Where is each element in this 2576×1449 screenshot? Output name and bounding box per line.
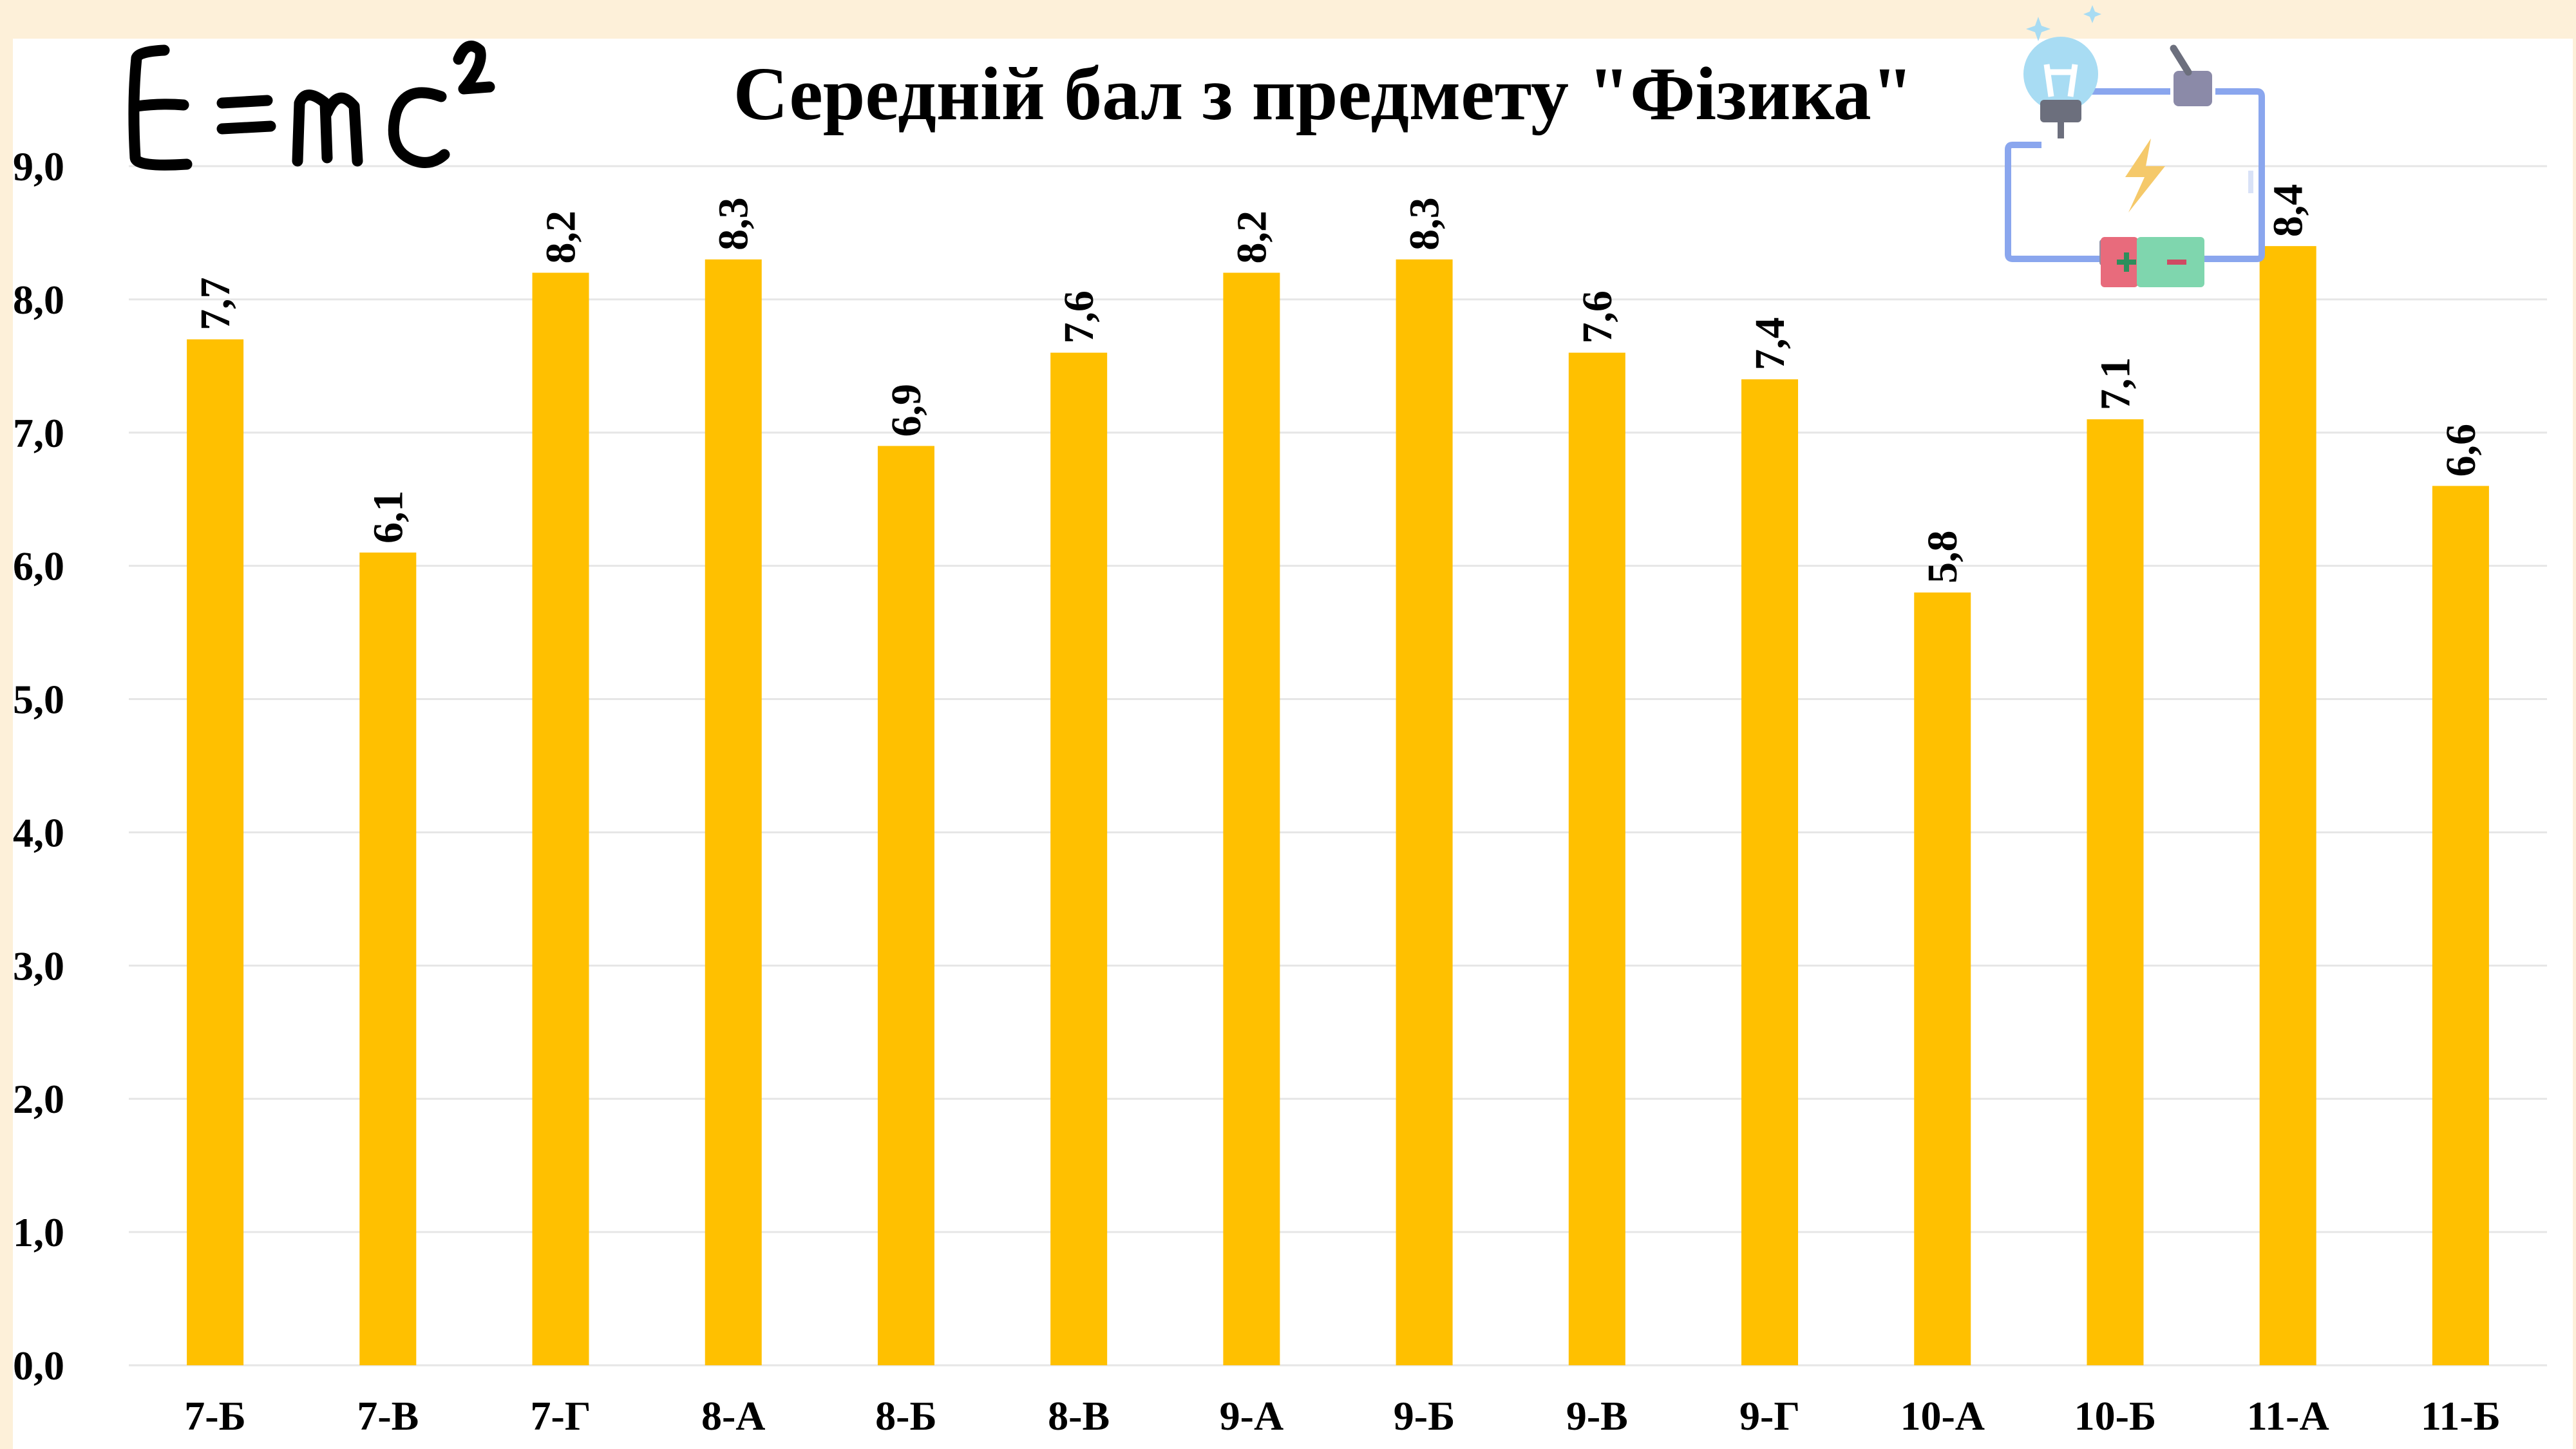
y-tick-label: 3,0 xyxy=(13,943,64,989)
y-tick-label: 2,0 xyxy=(13,1076,64,1122)
data-label: 7,4 xyxy=(1747,317,1794,371)
data-label: 8,2 xyxy=(538,211,585,264)
bar-10-Б xyxy=(2087,419,2144,1365)
x-tick-label: 8-В xyxy=(1048,1393,1110,1439)
x-tick-label: 7-Г xyxy=(531,1393,591,1439)
data-label: 8,2 xyxy=(1228,211,1275,264)
data-labels: 7,7 6,1 8,2 8,3 6,9 7,6 8,2 8,3 7,6 7,4 5,8 7,1 8,4 6… xyxy=(192,184,2485,583)
data-label: 8,3 xyxy=(1401,197,1448,251)
y-tick-label: 6,0 xyxy=(13,544,64,589)
x-tick-label: 10-А xyxy=(1900,1393,1985,1439)
y-tick-label: 9,0 xyxy=(13,144,64,189)
x-tick-label: 9-В xyxy=(1566,1393,1628,1439)
x-tick-label: 8-А xyxy=(701,1393,766,1439)
bar-11-Б xyxy=(2432,486,2489,1365)
bar-9-Б xyxy=(1396,259,1453,1365)
data-label: 5,8 xyxy=(1919,531,1966,584)
data-label: 6,6 xyxy=(2438,424,2485,477)
bar-7-Б xyxy=(187,339,244,1365)
data-label: 8,3 xyxy=(710,197,757,251)
bar-7-Г xyxy=(532,272,589,1365)
bar-11-А xyxy=(2259,246,2316,1366)
data-label: 7,6 xyxy=(1574,290,1621,344)
y-tick-label: 8,0 xyxy=(13,277,64,323)
y-tick-label: 5,0 xyxy=(13,677,64,723)
formula-handwriting xyxy=(128,41,495,171)
x-tick-label: 9-Б xyxy=(1394,1393,1455,1439)
bar-8-А xyxy=(705,259,762,1365)
gridlines xyxy=(129,165,2547,1367)
y-axis-ticks: 0,0 1,0 2,0 3,0 4,0 5,0 6,0 7,0 8,0 9,0 xyxy=(13,144,64,1388)
bar-7-В xyxy=(359,552,417,1365)
bars xyxy=(187,246,2489,1366)
x-tick-label: 7-В xyxy=(357,1393,419,1439)
x-tick-label: 11-А xyxy=(2247,1393,2329,1439)
x-tick-label: 9-Г xyxy=(1739,1393,1800,1439)
y-tick-label: 7,0 xyxy=(13,410,64,456)
bar-8-Б xyxy=(877,446,934,1365)
data-label: 6,9 xyxy=(883,384,930,437)
data-label: 8,4 xyxy=(2265,184,2312,238)
x-tick-label: 7-Б xyxy=(184,1393,246,1439)
bar-9-В xyxy=(1568,352,1625,1365)
bar-9-Г xyxy=(1741,379,1799,1365)
x-axis-ticks: 7-Б 7-В 7-Г 8-А 8-Б 8-В 9-А 9-Б 9-В 9-Г 10-А 10-Б 11… xyxy=(184,1393,2501,1439)
circuit-with-lightbulb-icon xyxy=(2005,5,2265,287)
y-tick-label: 4,0 xyxy=(13,810,64,855)
x-tick-label: 11-Б xyxy=(2421,1393,2501,1439)
bar-8-В xyxy=(1050,352,1108,1365)
x-tick-label: 9-А xyxy=(1220,1393,1284,1439)
bar-10-А xyxy=(1914,592,1971,1365)
y-tick-label: 1,0 xyxy=(13,1209,64,1255)
x-tick-label: 10-Б xyxy=(2074,1393,2157,1439)
data-label: 7,6 xyxy=(1056,290,1103,344)
bar-9-А xyxy=(1223,272,1280,1365)
data-label: 7,1 xyxy=(2092,357,2139,411)
x-tick-label: 8-Б xyxy=(875,1393,937,1439)
y-tick-label: 0,0 xyxy=(13,1343,64,1388)
data-label: 7,7 xyxy=(192,277,239,330)
data-label: 6,1 xyxy=(365,490,412,544)
chart-title: Середній бал з предмету "Фізика" xyxy=(734,52,1914,136)
